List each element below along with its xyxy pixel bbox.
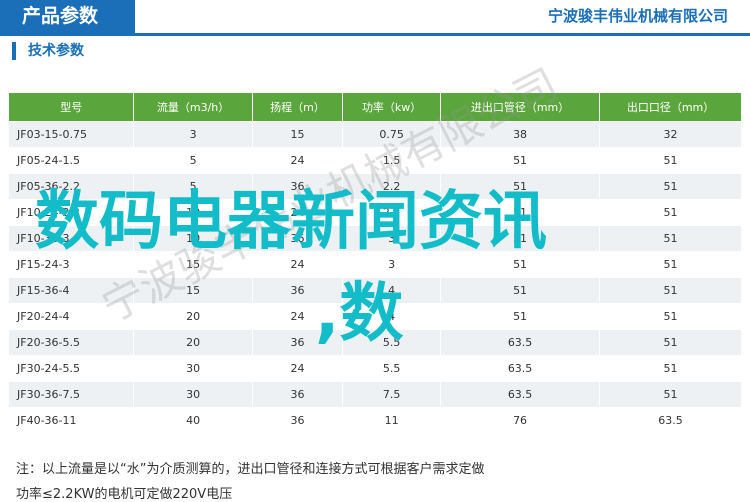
column-header: 功率（kw） [342, 92, 442, 122]
cell: JF30-24-5.5 [7, 355, 135, 382]
row: JF05-36-2.2 5 36 2.2 51 51 [7, 173, 742, 200]
cell: JF15-36-4 [7, 277, 135, 304]
company-name: 宁波骏丰伟业机械有限公司 [547, 7, 728, 25]
cell: 63.5 [440, 355, 601, 382]
row: JF15-24-3 15 24 3 51 51 [7, 251, 742, 278]
column-header: 流量（m3/h） [133, 92, 253, 122]
cell: 4 [342, 277, 442, 304]
cell: 32 [599, 121, 742, 148]
cell: 10 [133, 225, 253, 252]
cell: 76 [440, 407, 601, 434]
cell: 38 [440, 121, 601, 148]
cell: JF30-36-7.5 [7, 381, 135, 408]
row: JF15-36-4 15 36 4 51 51 [7, 277, 742, 304]
cell: 5 [133, 147, 253, 174]
cell: 40 [133, 407, 253, 434]
header-tab: 产品参数 [0, 0, 135, 33]
cell: 51 [599, 173, 742, 200]
row: JF03-15-0.75 3 15 0.75 38 32 [7, 121, 742, 148]
cell: 11 [342, 407, 442, 434]
column-header: 出口口径（mm） [599, 92, 742, 122]
cell: 1.5 [342, 147, 442, 174]
cell: JF15-24-3 [7, 251, 135, 278]
cell: 36 [251, 225, 344, 252]
overlay-text: 数码电器新闻资讯 [35, 185, 547, 259]
row: JF20-24-4 20 24 4 51 51 [7, 303, 742, 330]
cell: 51 [440, 225, 601, 252]
note: 功率≤2.2KW的电机可定做220V电压 [16, 487, 233, 502]
row: JF10-36-3 10 36 3 51 51 [7, 225, 742, 252]
column-header: 扬程（m） [251, 92, 344, 122]
note: 注：以上流量是以“水”为介质测算的，进出口管径和连接方式可根据客户需求定做 [16, 462, 485, 477]
cell: 20 [133, 303, 253, 330]
header-bar [0, 0, 750, 36]
cell: 36 [251, 173, 344, 200]
cell: 36 [251, 381, 344, 408]
cell: 63.5 [440, 329, 601, 356]
cell: 3 [133, 121, 253, 148]
cell: 51 [599, 277, 742, 304]
row: JF20-36-5.5 20 36 5.5 63.5 51 [7, 329, 742, 356]
cell: 63.5 [440, 381, 601, 408]
cell: 51 [599, 225, 742, 252]
cell: 36 [251, 329, 344, 356]
cell: 10 [133, 199, 253, 226]
cell: 24 [251, 147, 344, 174]
cell: 63.5 [599, 407, 742, 434]
cell: JF05-36-2.2 [7, 173, 135, 200]
cell: 30 [133, 381, 253, 408]
cell: 15 [251, 121, 344, 148]
cell: 51 [440, 147, 601, 174]
cell: 20 [133, 329, 253, 356]
cell: 51 [599, 355, 742, 382]
cell: 51 [599, 147, 742, 174]
cell: 24 [251, 199, 344, 226]
cell: 30 [133, 355, 253, 382]
cell: 51 [599, 303, 742, 330]
row: JF30-24-5.5 30 24 5.5 63.5 51 [7, 355, 742, 382]
overlay-text: ,数 [315, 277, 404, 351]
cell: 3 [342, 225, 442, 252]
column-header: 进出口管径（mm） [440, 92, 601, 122]
cell: 51 [599, 329, 742, 356]
cell: 51 [599, 251, 742, 278]
row: JF30-36-7.5 30 36 7.5 63.5 51 [7, 381, 742, 408]
cell: JF20-24-4 [7, 303, 135, 330]
row: JF40-36-11 40 36 11 76 63.5 [7, 407, 742, 434]
cell: 51 [599, 381, 742, 408]
column-header: 型号 [7, 92, 135, 122]
row: JF05-24-1.5 5 24 1.5 51 51 [7, 147, 742, 174]
cell: 51 [440, 251, 601, 278]
cell: JF40-36-11 [7, 407, 135, 434]
section-title: 技术参数 [12, 42, 84, 60]
cell: 7.5 [342, 381, 442, 408]
cell: 5.5 [342, 329, 442, 356]
spec-table: 型号 流量（m3/h） 扬程（m） 功率（kw） 进出口管径（mm） 出口口径（mm） JF… [7, 92, 742, 434]
cell: JF05-24-1.5 [7, 147, 135, 174]
cell: 24 [251, 251, 344, 278]
cell: 5.5 [342, 355, 442, 382]
cell: 51 [440, 303, 601, 330]
cell: 51 [599, 199, 742, 226]
cell: 36 [251, 277, 344, 304]
cell: JF20-36-5.5 [7, 329, 135, 356]
cell: 51 [440, 277, 601, 304]
cell: JF03-15-0.75 [7, 121, 135, 148]
cell: 24 [251, 355, 344, 382]
cell: 36 [251, 407, 344, 434]
